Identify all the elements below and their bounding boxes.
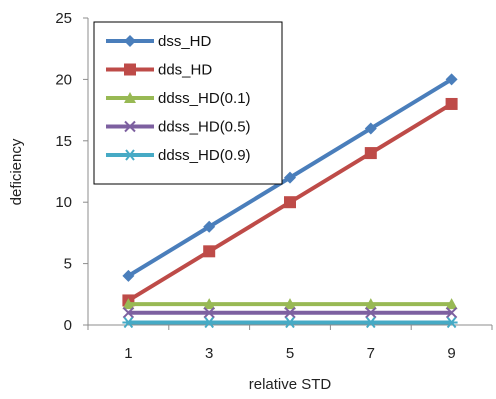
legend-label: ddss_HD(0.5): [158, 119, 251, 136]
legend-label: dds_HD: [158, 62, 212, 79]
x-tick-label: 9: [447, 345, 455, 362]
legend-label: ddss_HD(0.1): [158, 90, 251, 107]
series-2: [122, 298, 458, 310]
data-point: [364, 147, 377, 160]
data-point: [364, 122, 377, 135]
legend-marker: [124, 149, 136, 161]
axes: 0 5 10 15 20 25 1 3 5 7 9: [55, 10, 493, 362]
data-point: [122, 307, 135, 319]
legend-marker: [124, 92, 136, 103]
y-tick-label: 0: [64, 317, 72, 334]
data-point: [284, 316, 296, 329]
data-point: [364, 298, 377, 310]
legend: dss_HD dds_HD ddss_HD(0.1) ddss_HD(0.5)ddss…: [93, 21, 283, 185]
series-lines: [122, 73, 458, 329]
legend-label: dss_HD: [158, 33, 212, 50]
data-point: [365, 307, 377, 319]
data-point: [203, 220, 216, 233]
series-4: [122, 316, 458, 329]
series-0: [122, 73, 458, 282]
series-3: [122, 307, 458, 319]
x-tick-label: 3: [205, 345, 213, 362]
data-point: [445, 298, 458, 310]
y-axis-title: deficiency: [8, 138, 25, 205]
legend-item: ddss_HD(0.5): [106, 119, 251, 136]
data-point: [445, 316, 458, 329]
y-tick-label: 15: [55, 133, 72, 150]
legend-item: dds_HD: [106, 62, 212, 79]
data-point: [284, 196, 296, 209]
y-tick-label: 20: [55, 71, 72, 88]
legend-marker: [124, 120, 136, 133]
legend-item: ddss_HD(0.9): [106, 147, 251, 164]
data-point: [284, 171, 296, 184]
y-tick-label: 5: [64, 256, 72, 273]
data-point: [284, 298, 296, 310]
legend-label: ddss_HD(0.9): [158, 147, 251, 164]
legend-marker: [124, 35, 136, 47]
data-point: [445, 97, 458, 110]
data-point: [284, 307, 296, 319]
x-tick-label: 7: [367, 345, 375, 362]
legend-marker: [124, 63, 136, 76]
data-point: [445, 73, 458, 86]
data-point: [364, 316, 377, 329]
x-tick-label: 1: [124, 345, 132, 362]
legend-item: dss_HD: [106, 33, 212, 50]
data-point: [203, 307, 215, 319]
y-tick-label: 25: [55, 10, 72, 27]
data-point: [122, 316, 135, 329]
x-tick-label: 5: [286, 345, 294, 362]
data-point: [122, 269, 135, 282]
data-point: [203, 316, 216, 329]
legend-item: ddss_HD(0.1): [106, 90, 251, 107]
y-tick-label: 10: [55, 194, 72, 211]
data-point: [445, 307, 458, 319]
data-point: [203, 298, 216, 310]
data-point: [203, 245, 216, 258]
data-point: [122, 298, 135, 310]
x-axis-title: relative STD: [249, 376, 332, 393]
